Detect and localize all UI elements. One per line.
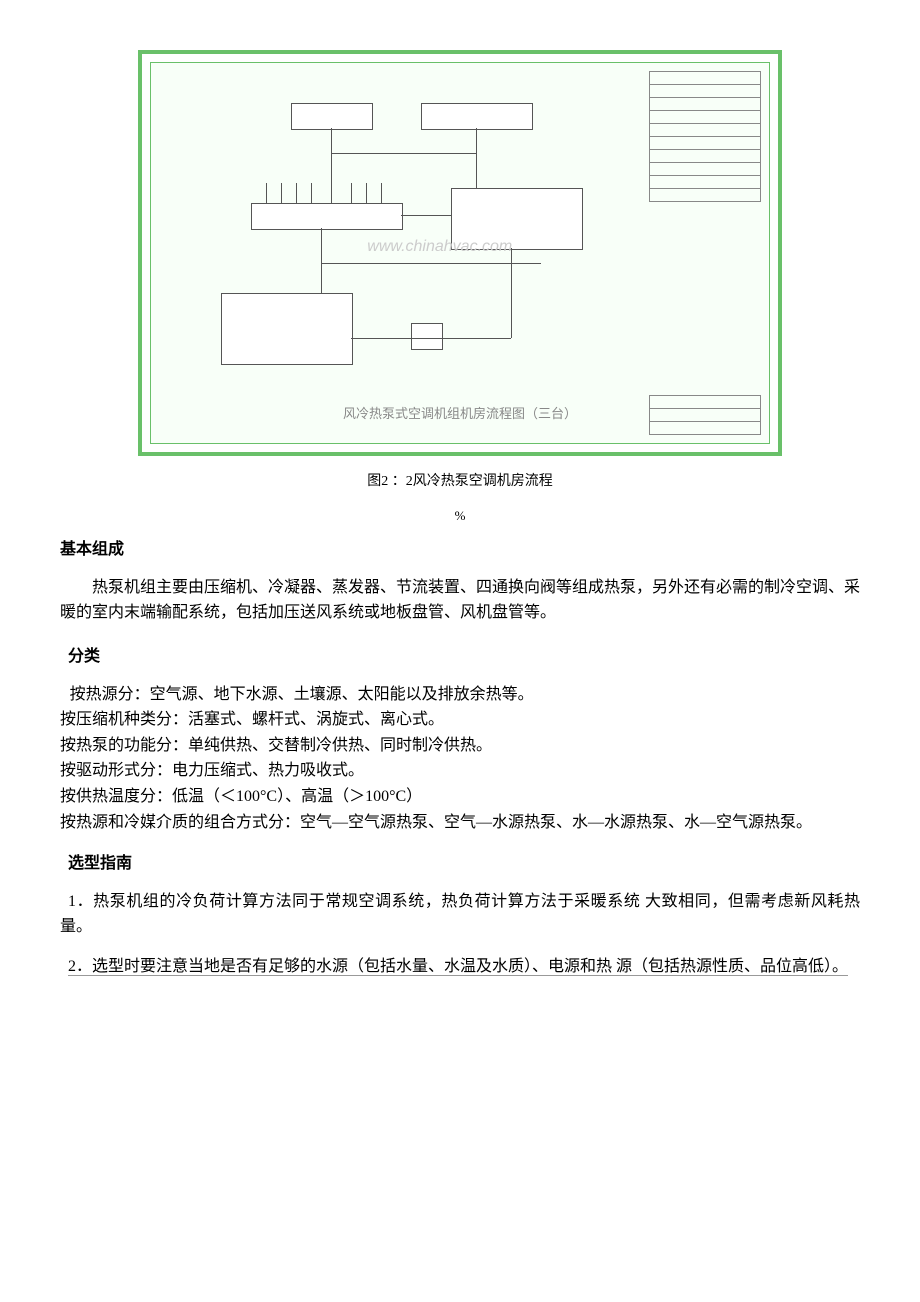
- selection-item: 2．选型时要注意当地是否有足够的水源（包括水量、水温及水质）、电源和热 源（包括…: [60, 954, 860, 980]
- heading-selection-guide: 选型指南: [60, 851, 860, 877]
- classification-line: 按热泵的功能分：单纯供热、交替制冷供热、同时制冷供热。: [60, 733, 860, 759]
- heading-classification: 分类: [60, 644, 860, 670]
- classification-line: 按驱动形式分：电力压缩式、热力吸收式。: [60, 758, 860, 784]
- classification-line: 按供热温度分：低温（＜100°C）、高温（＞100°C）: [60, 784, 860, 810]
- figure-caption-line1: 图2 ：2风冷热泵空调机房流程: [60, 471, 860, 493]
- diagram-legend-table: [649, 71, 761, 202]
- schematic-line: [321, 263, 541, 264]
- heading-basic-composition: 基本组成: [60, 537, 860, 563]
- table-row: [650, 124, 760, 137]
- schematic-line: [321, 228, 322, 293]
- schematic-line: [311, 183, 312, 203]
- schematic-line: [476, 128, 477, 188]
- table-row: [650, 189, 760, 201]
- table-row: [650, 150, 760, 163]
- diagram-title-block: [649, 395, 761, 435]
- diagram-inner-caption: 风冷热泵式空调机组机房流程图（三台）: [343, 404, 577, 425]
- table-row: [650, 176, 760, 189]
- selection-item-underlined: 2．选型时要注意当地是否有足够的水源（包括水量、水温及水质）、电源和热 源（包括…: [68, 958, 848, 976]
- selection-item: 1．热泵机组的冷负荷计算方法同于常规空调系统，热负荷计算方法于采暖系统 大致相同…: [60, 889, 860, 940]
- table-row: [650, 422, 760, 434]
- schematic-box: [411, 323, 443, 350]
- schematic-box: [251, 203, 403, 230]
- figure-caption-line2: %: [60, 506, 860, 527]
- schematic-line: [296, 183, 297, 203]
- diagram-watermark: www.chinahvac.com: [367, 234, 512, 260]
- schematic-line: [351, 183, 352, 203]
- table-row: [650, 85, 760, 98]
- diagram-inner: www.chinahvac.com 风冷热泵式空调机组机房流程图（三台）: [150, 62, 770, 444]
- schematic-box: [291, 103, 373, 130]
- table-row: [650, 111, 760, 124]
- schematic-line: [331, 153, 476, 154]
- table-row: [650, 409, 760, 422]
- classification-line: 按热源分：空气源、地下水源、土壤源、太阳能以及排放余热等。: [60, 682, 860, 708]
- paragraph-basic-composition: 热泵机组主要由压缩机、冷凝器、蒸发器、节流装置、四通换向阀等组成热泵，另外还有必…: [60, 575, 860, 626]
- schematic-line: [331, 128, 332, 203]
- table-row: [650, 137, 760, 150]
- table-row: [650, 396, 760, 409]
- schematic-line: [351, 338, 511, 339]
- schematic-box: [421, 103, 533, 130]
- schematic-line: [281, 183, 282, 203]
- schematic-line: [266, 183, 267, 203]
- schematic-line: [366, 183, 367, 203]
- table-row: [650, 72, 760, 85]
- table-row: [650, 163, 760, 176]
- classification-line: 按压缩机种类分：活塞式、螺杆式、涡旋式、离心式。: [60, 707, 860, 733]
- schematic-line: [401, 215, 451, 216]
- schematic-box: [221, 293, 353, 365]
- schematic-line: [511, 248, 512, 338]
- classification-line: 按热源和冷媒介质的组合方式分：空气—空气源热泵、空气—水源热泵、水—水源热泵、水…: [60, 810, 860, 836]
- table-row: [650, 98, 760, 111]
- schematic-line: [381, 183, 382, 203]
- diagram-frame: www.chinahvac.com 风冷热泵式空调机组机房流程图（三台）: [138, 50, 782, 456]
